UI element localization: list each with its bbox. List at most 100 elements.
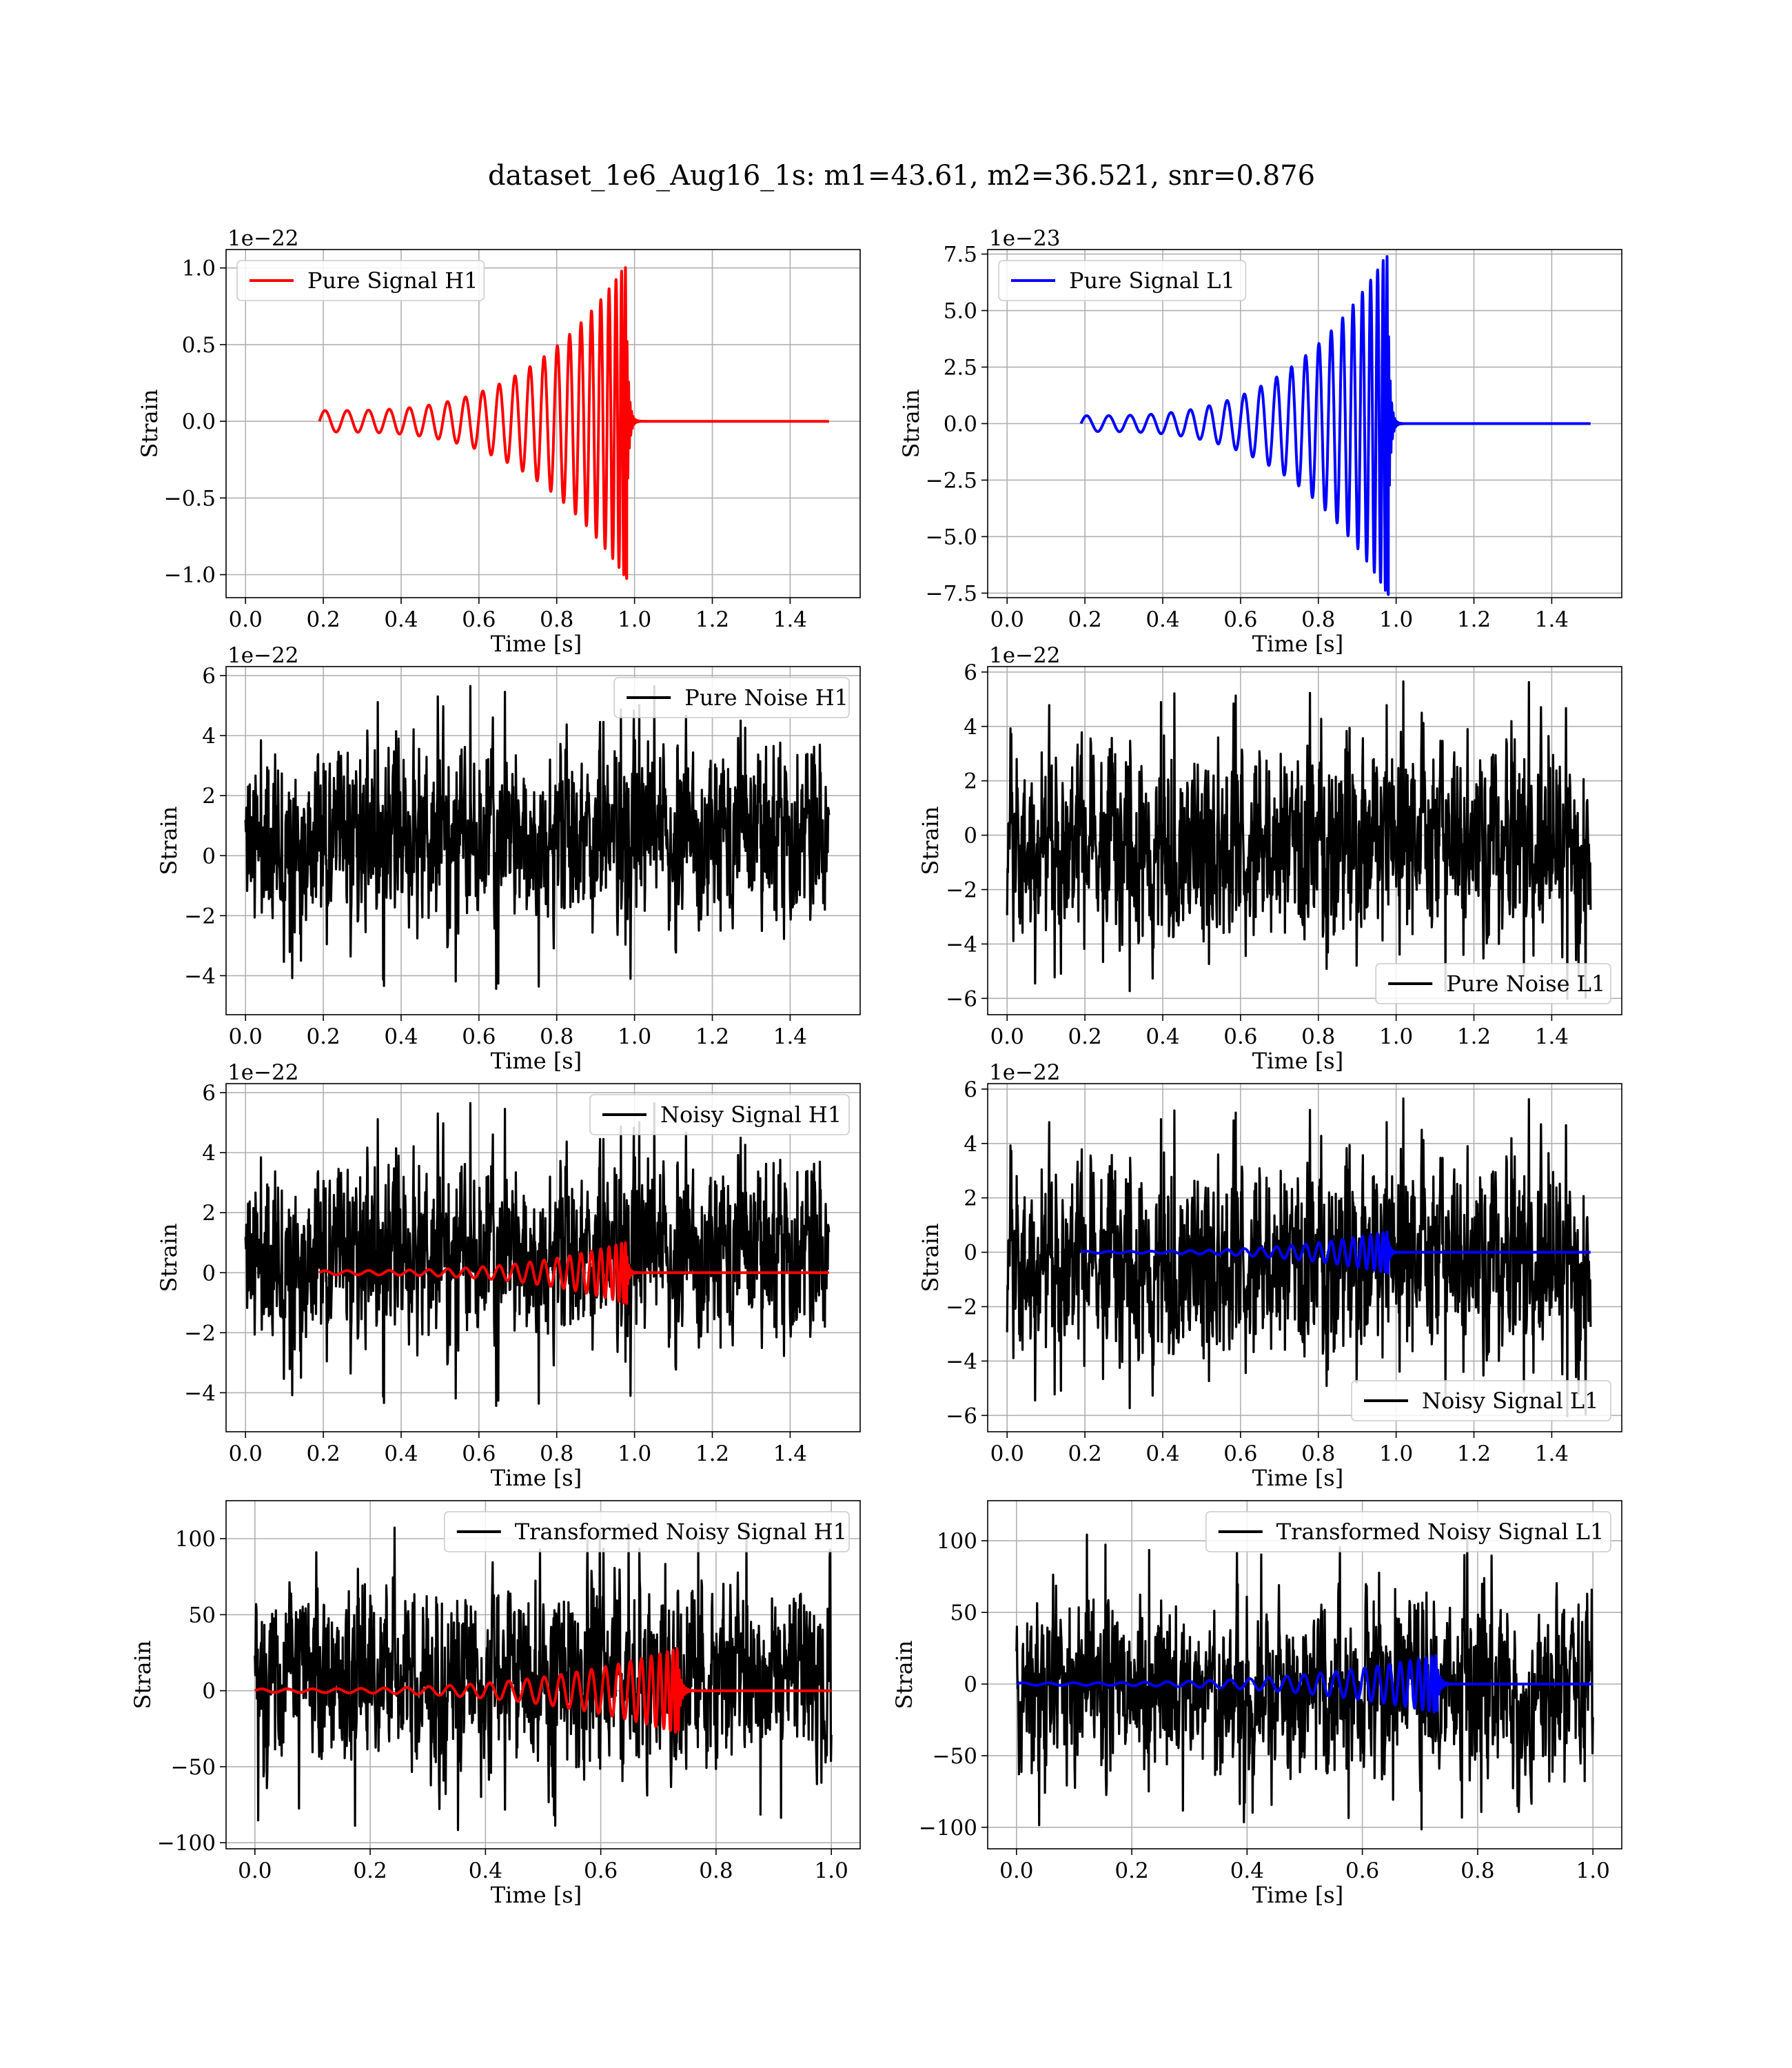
y-tick-label: −50	[933, 1744, 977, 1769]
y-tick-label: 4	[964, 1132, 977, 1157]
x-tick-label: 1.0	[618, 607, 651, 632]
y-axis-label: Strain	[898, 389, 924, 458]
x-tick-label: 0.0	[990, 607, 1024, 632]
x-tick-label: 0.0	[229, 1024, 263, 1049]
y-tick-label: −4	[184, 964, 216, 989]
y-tick-label: 0	[202, 1679, 216, 1704]
y-tick-label: −2.5	[926, 468, 977, 493]
axis-offset-label: 1e−22	[227, 1060, 299, 1085]
y-tick-label: 0.0	[944, 412, 977, 437]
y-tick-label: −6	[946, 986, 977, 1011]
y-axis-label: Strain	[156, 1224, 182, 1292]
x-tick-label: 1.4	[773, 607, 807, 632]
y-tick-label: 50	[950, 1601, 977, 1625]
y-tick-label: 4	[202, 1141, 216, 1166]
y-tick-label: 1.0	[182, 256, 216, 281]
y-tick-label: −5.0	[926, 525, 977, 549]
series-line-noise	[1006, 1097, 1592, 1417]
x-tick-label: 1.2	[1457, 1024, 1491, 1049]
x-tick-label: 1.2	[1457, 607, 1491, 632]
series-line-chirp	[254, 1647, 833, 1734]
y-tick-label: −50	[171, 1755, 216, 1780]
x-tick-label: 0.8	[1301, 607, 1335, 632]
y-axis-label: Strain	[130, 1641, 156, 1710]
legend: Noisy Signal H1	[589, 1094, 850, 1135]
x-axis-label: Time [s]	[491, 1048, 582, 1074]
x-axis-label: Time [s]	[491, 631, 582, 657]
x-axis-label: Time [s]	[491, 1882, 582, 1908]
y-tick-label: 0	[964, 1672, 977, 1697]
plot-area	[244, 685, 831, 990]
y-axis-label: Strain	[917, 807, 944, 875]
y-tick-label: 7.5	[944, 243, 977, 267]
x-tick-label: 0.8	[1301, 1024, 1335, 1049]
y-tick-label: −100	[919, 1816, 977, 1841]
y-tick-label: 0.5	[182, 333, 216, 358]
y-tick-label: −100	[157, 1831, 216, 1856]
y-tick-label: −2	[946, 1295, 977, 1320]
legend-box	[589, 1094, 850, 1135]
figure-title: dataset_1e6_Aug16_1s: m1=43.61, m2=36.52…	[488, 160, 1315, 192]
series-line-noise	[244, 1102, 831, 1407]
x-tick-label: 1.4	[773, 1024, 807, 1049]
x-tick-label: 1.4	[1535, 1441, 1569, 1466]
legend-label: Pure Noise L1	[1446, 971, 1605, 997]
x-tick-label: 0.0	[990, 1441, 1024, 1466]
series-line-noise	[244, 685, 831, 990]
x-tick-label: 0.0	[229, 607, 263, 632]
axes-frame	[987, 1083, 1622, 1432]
legend-label: Transformed Noisy Signal H1	[515, 1519, 847, 1545]
axis-offset-label: 1e−22	[989, 1060, 1061, 1085]
legend-label: Pure Signal H1	[307, 267, 478, 294]
axis-offset-label: 1e−23	[989, 226, 1061, 251]
y-tick-label: 2	[964, 769, 977, 794]
x-tick-label: 0.4	[384, 1024, 418, 1049]
axis-offset-label: 1e−22	[227, 226, 299, 251]
y-tick-label: −1.0	[164, 563, 216, 588]
x-tick-label: 0.2	[1068, 607, 1101, 632]
x-tick-label: 1.4	[1535, 1024, 1569, 1049]
subplot-pure-signal-h1: 0.0 0.2 0.4 0.6 0.8 1.0 1.2 1.4 1.0 0.5 0.0 −0.5 −1.…	[136, 226, 861, 657]
y-tick-label: 2.5	[944, 356, 977, 381]
x-axis-label: Time [s]	[1252, 1048, 1343, 1074]
plot-area	[1006, 680, 1592, 1000]
series-line-chirp	[1079, 255, 1592, 596]
x-tick-label: 0.4	[384, 607, 418, 632]
x-tick-label: 0.6	[584, 1858, 618, 1883]
x-tick-label: 1.2	[695, 1024, 729, 1049]
plot-area	[318, 266, 831, 580]
y-tick-label: 2	[202, 784, 216, 809]
axes-frame	[987, 666, 1622, 1015]
y-tick-label: −6	[946, 1403, 977, 1428]
legend-box	[1375, 963, 1611, 1004]
y-tick-label: −7.5	[926, 581, 977, 606]
legend-box	[613, 677, 850, 718]
legend: Pure Signal L1	[998, 260, 1247, 301]
y-tick-label: 100	[937, 1529, 977, 1554]
subplot-transformed-noisy-signal-l1: 0.0 0.2 0.4 0.6 0.8 1.0 100 50 0 −50 −100 Time [s] S…	[891, 1500, 1622, 1908]
legend: Transformed Noisy Signal H1	[443, 1511, 850, 1552]
legend: Transformed Noisy Signal L1	[1205, 1511, 1611, 1552]
x-tick-label: 0.2	[353, 1858, 387, 1883]
legend: Noisy Signal L1	[1351, 1380, 1611, 1421]
y-tick-label: 0	[964, 1241, 977, 1266]
x-tick-label: 0.8	[540, 607, 573, 632]
legend-label: Pure Noise H1	[684, 685, 848, 711]
axes-frame	[987, 1500, 1622, 1849]
legend-box	[1351, 1380, 1611, 1421]
x-tick-label: 0.0	[229, 1441, 263, 1466]
x-tick-label: 0.0	[999, 1858, 1033, 1883]
series-line-chirp	[318, 266, 831, 580]
legend-label: Noisy Signal L1	[1422, 1388, 1599, 1414]
y-tick-label: −4	[946, 932, 977, 957]
y-tick-label: 6	[964, 1077, 977, 1102]
legend-box	[1205, 1511, 1611, 1552]
y-tick-label: −4	[946, 1349, 977, 1374]
y-tick-label: 0	[202, 1261, 216, 1286]
x-tick-label: 0.8	[540, 1024, 573, 1049]
x-axis-label: Time [s]	[1252, 631, 1343, 657]
x-tick-label: 1.2	[1457, 1441, 1491, 1466]
series-line-chirp	[318, 1241, 831, 1305]
subplot-transformed-noisy-signal-h1: 0.0 0.2 0.4 0.6 0.8 1.0 100 50 0 −50 −100 Time [s] S…	[130, 1500, 861, 1908]
x-tick-label: 1.0	[618, 1441, 651, 1466]
